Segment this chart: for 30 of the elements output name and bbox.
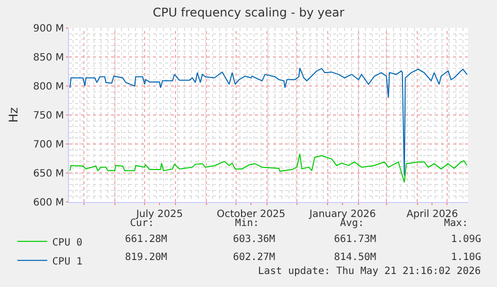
text: Cur: [130,218,154,229]
x-tick-label: October 2025 [216,209,286,220]
line-series [70,153,468,183]
x-tick-label: April 2026 [406,209,458,220]
text: 1.09G [451,234,482,245]
text: 814.50M [334,252,376,263]
text: 1.10G [451,252,482,263]
legend-label: CPU 0 [52,237,82,248]
x-tick-label: July 2025 [135,209,183,220]
text: Last update: Thu May 21 21:16:02 2026 [258,266,481,277]
text: 602.27M [233,252,276,263]
y-tick-label: 900 M [33,24,64,34]
text: Avg: [340,218,364,229]
y-tick-label: 700 M [33,140,64,150]
y-axis-title: Hz [6,107,20,123]
y-tick-label: 750 M [33,110,64,122]
y-tick-label: 850 M [33,52,64,64]
x-tick-label: January 2026 [308,209,376,220]
text: Max: [444,218,468,229]
text: 661.28M [125,234,168,245]
text: 603.36M [233,234,276,245]
chart-title: CPU frequency scaling - by year [152,5,344,20]
y-tick-label: 800 M [33,82,64,92]
legend-label: CPU 1 [52,256,82,268]
y-tick-label: 650 M [33,168,64,180]
line-series [70,68,468,176]
y-tick-label: 600 M [33,198,64,208]
text: 819.20M [125,252,168,263]
text: 661.73M [334,234,376,245]
text: Min: [235,218,260,229]
